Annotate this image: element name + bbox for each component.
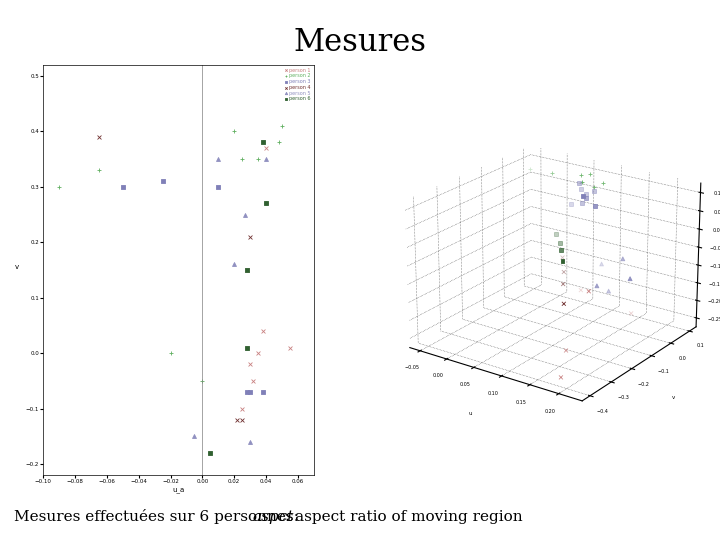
person 1 xyxy=(244,360,256,369)
person 2 xyxy=(197,376,208,385)
person 5 xyxy=(228,260,240,269)
person 6 xyxy=(241,343,253,352)
person 3 xyxy=(157,177,168,186)
X-axis label: u: u xyxy=(468,411,472,416)
person 4 xyxy=(93,133,104,141)
person 1 xyxy=(284,343,296,352)
Text: Mesures effectuées sur 6 personnes:: Mesures effectuées sur 6 personnes: xyxy=(14,509,304,524)
person 2 xyxy=(228,127,240,136)
person 4 xyxy=(232,415,243,424)
person 2 xyxy=(273,138,284,147)
person 6 xyxy=(257,138,269,147)
person 1 xyxy=(248,376,259,385)
person 2 xyxy=(260,199,271,208)
person 2 xyxy=(252,155,264,164)
person 2 xyxy=(276,122,288,130)
person 3 xyxy=(241,388,253,396)
person 5 xyxy=(212,155,224,164)
person 4 xyxy=(244,232,256,241)
person 2 xyxy=(53,183,65,191)
person 2 xyxy=(236,155,248,164)
X-axis label: u_a: u_a xyxy=(172,487,184,493)
person 1 xyxy=(257,327,269,335)
Y-axis label: v: v xyxy=(15,264,19,270)
person 3 xyxy=(212,183,224,191)
person 1 xyxy=(236,404,248,413)
Text: : aspect ratio of moving region: : aspect ratio of moving region xyxy=(285,510,523,524)
person 3 xyxy=(244,388,256,396)
person 1 xyxy=(241,266,253,274)
Text: aspct: aspct xyxy=(252,510,293,524)
person 5 xyxy=(260,155,271,164)
person 1 xyxy=(252,349,264,357)
Legend: person 1, person 2, person 3, person 4, person 5, person 6: person 1, person 2, person 3, person 4, … xyxy=(283,68,311,102)
person 6 xyxy=(204,449,216,457)
person 2 xyxy=(165,349,176,357)
person 3 xyxy=(117,183,129,191)
person 4 xyxy=(236,415,248,424)
person 5 xyxy=(240,210,251,219)
Y-axis label: v: v xyxy=(672,395,675,400)
person 2 xyxy=(93,166,104,174)
person 1 xyxy=(260,144,271,152)
person 3 xyxy=(257,388,269,396)
person 5 xyxy=(189,432,200,441)
person 6 xyxy=(241,266,253,274)
person 5 xyxy=(244,437,256,446)
person 6 xyxy=(260,199,271,208)
Text: Mesures: Mesures xyxy=(294,27,426,58)
